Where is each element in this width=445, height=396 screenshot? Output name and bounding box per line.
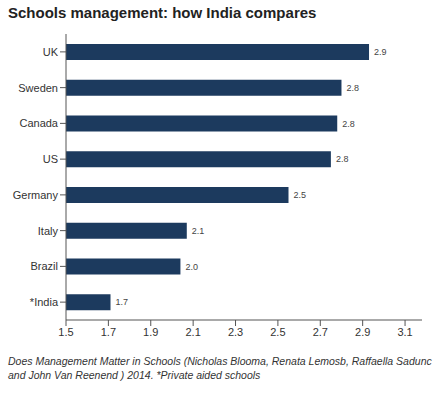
svg-text:2.9: 2.9 xyxy=(355,326,370,338)
svg-text:Sweden: Sweden xyxy=(18,82,58,94)
svg-text:1.7: 1.7 xyxy=(116,297,129,307)
svg-text:2.1: 2.1 xyxy=(185,326,200,338)
svg-text:Canada: Canada xyxy=(19,117,58,129)
svg-text:*India: *India xyxy=(30,296,59,308)
svg-text:Germany: Germany xyxy=(13,189,59,201)
svg-text:2.0: 2.0 xyxy=(185,262,198,272)
svg-text:Italy: Italy xyxy=(38,225,59,237)
svg-text:2.3: 2.3 xyxy=(228,326,243,338)
svg-text:1.7: 1.7 xyxy=(101,326,116,338)
svg-text:2.8: 2.8 xyxy=(342,119,355,129)
svg-text:Brazil: Brazil xyxy=(30,260,58,272)
svg-text:2.1: 2.1 xyxy=(192,226,205,236)
svg-text:1.9: 1.9 xyxy=(143,326,158,338)
html-text:Does Management Matter in Scho: Does Management Matter in Schools (Nicho… xyxy=(8,355,432,381)
svg-text:3.1: 3.1 xyxy=(397,326,412,338)
html-text:Schools management: how India: Schools management: how India compares xyxy=(8,4,317,21)
svg-text:US: US xyxy=(43,153,58,165)
svg-text:2.5: 2.5 xyxy=(294,190,307,200)
svg-text:2.8: 2.8 xyxy=(346,83,359,93)
svg-text:2.5: 2.5 xyxy=(270,326,285,338)
svg-text:2.8: 2.8 xyxy=(336,154,349,164)
svg-text:2.9: 2.9 xyxy=(374,47,387,57)
svg-text:2.7: 2.7 xyxy=(313,326,328,338)
svg-text:UK: UK xyxy=(43,46,59,58)
svg-text:1.5: 1.5 xyxy=(58,326,73,338)
